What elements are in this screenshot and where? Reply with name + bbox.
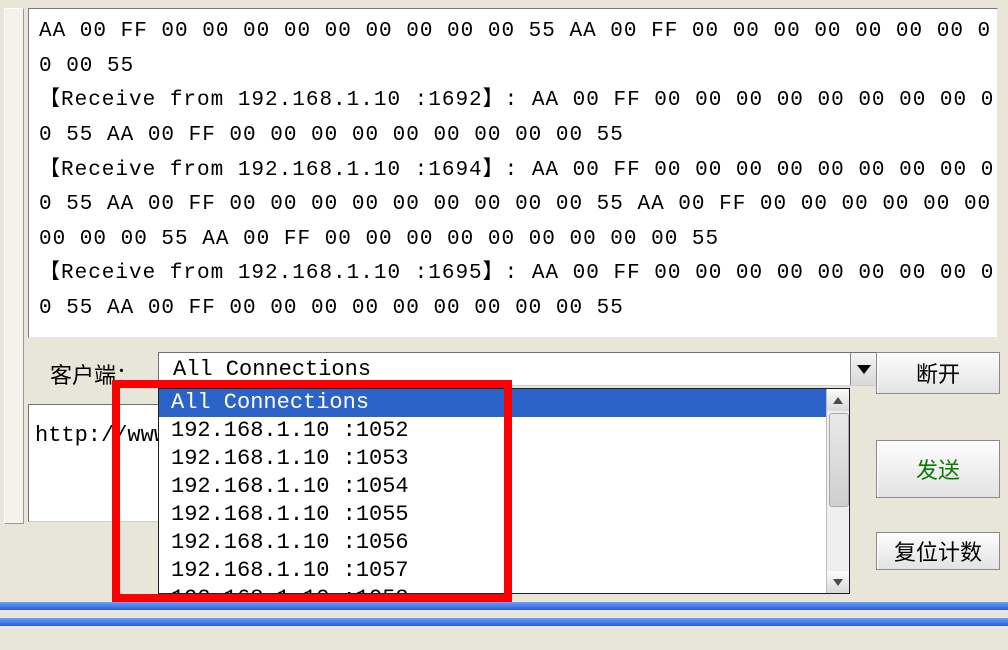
dropdown-item[interactable]: 192.168.1.10 :1052 — [159, 417, 826, 445]
client-combo-dropdown-button[interactable] — [850, 353, 877, 385]
bottom-filler — [0, 626, 1008, 650]
scrollbar-thumb[interactable] — [829, 413, 849, 507]
client-combo-value: All Connections — [159, 357, 850, 382]
dropdown-item[interactable]: 192.168.1.10 :1056 — [159, 529, 826, 557]
client-dropdown-list[interactable]: All Connections192.168.1.10 :1052192.168… — [158, 388, 850, 594]
reset-count-button[interactable]: 复位计数 — [876, 532, 1000, 570]
send-button-label: 发送 — [916, 453, 960, 485]
send-button[interactable]: 发送 — [876, 440, 1000, 498]
client-combo[interactable]: All Connections — [158, 352, 878, 386]
dropdown-item[interactable]: All Connections — [159, 389, 826, 417]
disconnect-button[interactable]: 断开 — [876, 352, 1000, 394]
dropdown-item[interactable]: 192.168.1.10 :1055 — [159, 501, 826, 529]
log-output: AA 00 FF 00 00 00 00 00 00 00 00 00 55 A… — [28, 8, 998, 338]
separator-bar — [0, 602, 1008, 610]
client-label: 客户端： — [50, 358, 138, 390]
dropdown-scrollbar[interactable] — [826, 389, 849, 593]
separator-bar — [0, 618, 1008, 626]
dropdown-item[interactable]: 192.168.1.10 :1053 — [159, 445, 826, 473]
scroll-up-button[interactable] — [827, 389, 849, 411]
left-panel-strip — [4, 8, 24, 524]
dropdown-item[interactable]: 192.168.1.10 :1057 — [159, 557, 826, 585]
reset-count-button-label: 复位计数 — [894, 535, 982, 567]
disconnect-button-label: 断开 — [916, 357, 960, 389]
chevron-down-icon — [833, 579, 843, 586]
dropdown-item[interactable]: 192.168.1.10 :1058 — [159, 585, 826, 593]
chevron-down-icon — [857, 365, 871, 374]
dropdown-item[interactable]: 192.168.1.10 :1054 — [159, 473, 826, 501]
chevron-up-icon — [833, 397, 843, 404]
client-dropdown-items: All Connections192.168.1.10 :1052192.168… — [159, 389, 826, 593]
scroll-down-button[interactable] — [827, 571, 849, 593]
